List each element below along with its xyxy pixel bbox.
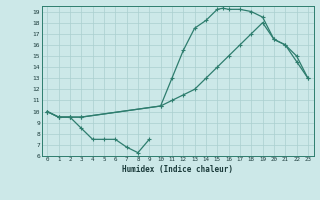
X-axis label: Humidex (Indice chaleur): Humidex (Indice chaleur): [122, 165, 233, 174]
